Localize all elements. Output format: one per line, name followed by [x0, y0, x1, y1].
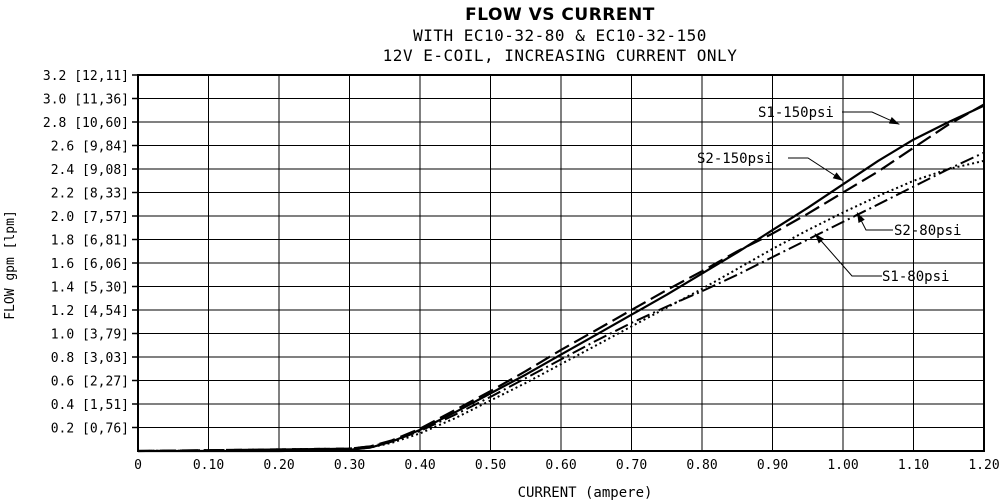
chart-title: FLOW VS CURRENT [465, 5, 655, 25]
x-tick-label: 0 [134, 458, 142, 473]
annotation-leader [842, 111, 900, 125]
x-axis-ticks: 0 0.10 0.20 0.30 0.40 0.50 0.60 0.70 0.80 0.90 1.0… [134, 458, 1000, 473]
y-tick-label: 0.8 [3,03] [51, 351, 129, 366]
x-tick-label: 0.70 [616, 458, 647, 473]
annotation-leader [856, 212, 893, 231]
chart-subtitle-line-1: WITH EC10-32-80 & EC10-32-150 [413, 26, 707, 45]
series-layer [137, 103, 985, 453]
series-line-s2-80psi [137, 151, 985, 452]
x-tick-label: 0.50 [475, 458, 506, 473]
y-tick-label: 3.0 [11,36] [43, 93, 129, 108]
y-tick-label: 2.0 [7,57] [51, 210, 129, 225]
x-tick-label: 0.60 [545, 458, 576, 473]
y-axis-ticks: 0.2 [0,76] 0.4 [1,51] 0.6 [2,27] 0.8 [3,03]… [43, 69, 138, 437]
y-tick-label: 0.2 [0,76] [51, 422, 129, 437]
chart-title-block: FLOW VS CURRENT WITH EC10-32-80 & EC10-3… [0, 4, 1003, 66]
x-axis-label: CURRENT (ampere) [518, 485, 653, 501]
annotation-leader [814, 233, 882, 277]
y-tick-label: 0.4 [1,51] [51, 398, 129, 413]
annotation-arrowhead [814, 233, 825, 244]
y-tick-label: 2.2 [8,33] [51, 187, 129, 202]
x-tick-label: 0.80 [686, 458, 717, 473]
y-axis-label: FLOW gpm [lpm] [3, 210, 18, 320]
annotation-label: S1-150psi [758, 105, 834, 121]
x-tick-label: 0.90 [757, 458, 788, 473]
y-tick-label: 2.8 [10,60] [43, 116, 129, 131]
series-line-s2-150psi [137, 103, 985, 453]
y-tick-label: 1.4 [5,30] [51, 281, 129, 296]
annotation-layer: S1-150psi S2-150psi S2-80psi S1-80psi [697, 105, 961, 285]
annotation-label: S2-80psi [894, 223, 961, 239]
x-tick-label: 1.10 [898, 458, 929, 473]
y-tick-label: 2.4 [9,08] [51, 163, 129, 178]
x-tick-label: 0.10 [193, 458, 224, 473]
y-tick-label: 3.2 [12,11] [43, 69, 129, 84]
annotation-arrowhead [888, 117, 900, 125]
x-tick-label: 1.20 [968, 458, 999, 473]
chart-subtitle-line-2: 12V E-COIL, INCREASING CURRENT ONLY [382, 46, 738, 65]
y-tick-label: 1.2 [4,54] [51, 304, 129, 319]
annotation-label: S2-150psi [697, 151, 773, 167]
y-tick-label: 1.6 [6,06] [51, 257, 129, 272]
y-tick-label: 1.0 [3,79] [51, 328, 129, 343]
y-tick-label: 0.6 [2,27] [51, 375, 129, 390]
x-tick-label: 0.20 [263, 458, 294, 473]
annotation-label: S1-80psi [882, 269, 949, 285]
annotation-leader [788, 157, 844, 182]
annotation-arrowhead [857, 212, 865, 223]
x-tick-label: 1.00 [827, 458, 858, 473]
y-tick-label: 1.8 [6,81] [51, 234, 129, 249]
series-line-s1-80psi [137, 159, 985, 452]
annotation-arrowhead [832, 172, 843, 181]
y-tick-label: 2.6 [9,84] [51, 140, 129, 155]
x-tick-label: 0.40 [404, 458, 435, 473]
grid-lines [137, 74, 985, 451]
x-tick-label: 0.30 [334, 458, 365, 473]
